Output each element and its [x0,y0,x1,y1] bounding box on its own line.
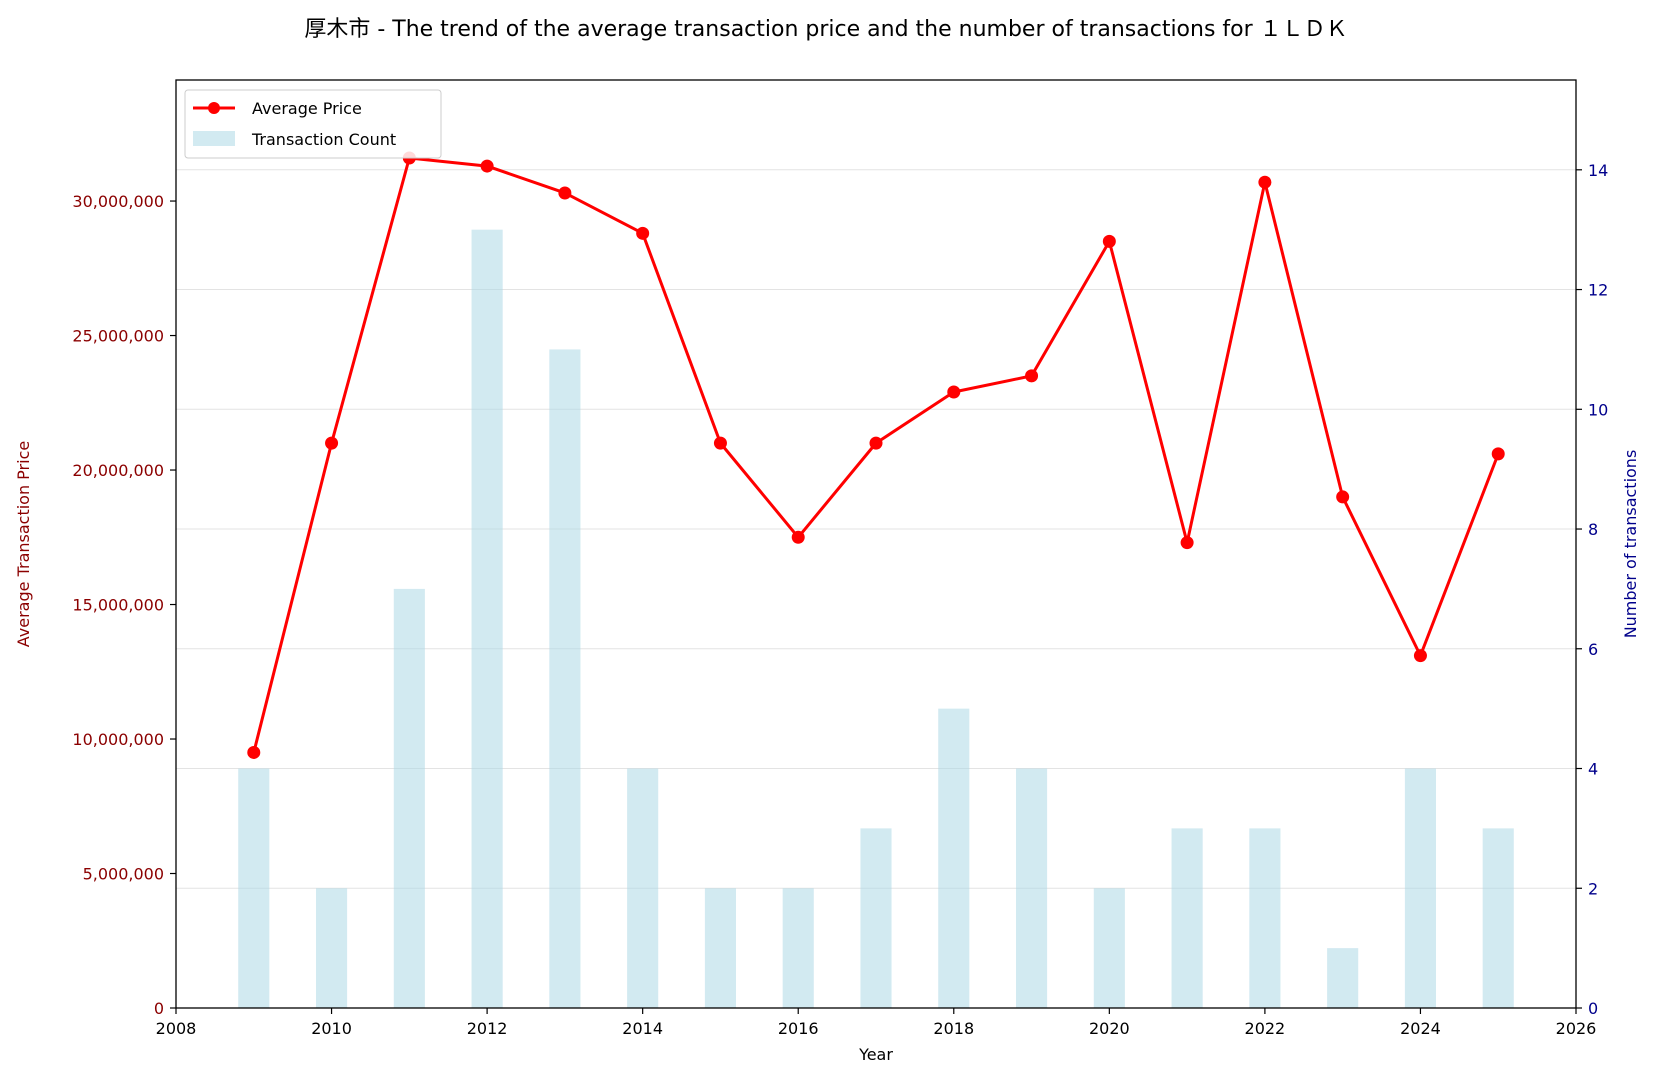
bar-2022 [1249,828,1281,1008]
yr-tick-label-3: 6 [1588,640,1598,659]
right-axis-ticks: 0 2 4 6 8 10 12 14 [1576,161,1608,1018]
yl-tick-label-3: 15,000,000 [72,596,164,615]
bar-2015 [704,888,736,1008]
yr-tick-label-4: 8 [1588,520,1598,539]
yl-tick-label-1: 5,000,000 [83,865,164,884]
bar-2010 [316,888,348,1008]
price-point-2014 [636,226,650,240]
price-point-2012 [480,159,494,173]
price-point-2019 [1025,369,1039,383]
bar-2014 [627,768,659,1008]
x-tick-label-2020: 2020 [1089,1019,1130,1038]
bar-2009 [238,768,270,1008]
price-point-2016 [791,530,805,544]
x-tick-label-2026: 2026 [1556,1019,1597,1038]
yl-tick-label-5: 25,000,000 [72,327,164,346]
price-point-2022 [1258,175,1272,189]
yr-tick-label-0: 0 [1588,999,1598,1018]
bar-2012 [471,229,503,1008]
bar-2013 [549,349,581,1009]
left-axis-label: Average Transaction Price [14,441,33,647]
bar-2023 [1327,948,1359,1008]
bar-2019 [1016,768,1048,1008]
legend: Average Price Transaction Count [184,89,442,159]
price-point-2015 [713,436,727,450]
yl-tick-label-0: 0 [154,999,164,1018]
bar-2020 [1093,888,1125,1008]
bar-2024 [1404,768,1436,1008]
legend-bar-swatch [193,131,235,146]
x-axis-label: Year [858,1045,893,1064]
bar-2017 [860,828,892,1008]
right-axis-label: Number of transactions [1621,450,1640,639]
x-tick-label-2008: 2008 [156,1019,197,1038]
legend-label-average-price: Average Price [252,99,362,118]
x-tick-label-2024: 2024 [1400,1019,1441,1038]
yl-tick-label-2: 10,000,000 [72,730,164,749]
x-axis-ticks: 2008 2010 2012 2014 2016 2018 2020 2022 2024 2026 [156,1008,1597,1038]
yr-tick-label-1: 2 [1588,879,1598,898]
yr-tick-label-5: 10 [1588,400,1608,419]
yl-tick-label-4: 20,000,000 [72,461,164,480]
price-point-2017 [869,436,883,450]
price-point-2023 [1336,490,1350,504]
legend-box [184,89,442,159]
price-point-2013 [558,186,572,200]
price-line [252,156,1500,753]
plot-frame [175,79,1577,1009]
transaction-count-bars [238,229,1514,1009]
x-tick-label-2016: 2016 [778,1019,819,1038]
bar-2025 [1482,828,1514,1008]
price-point-2010 [325,436,339,450]
price-point-2009 [247,745,261,759]
x-tick-label-2014: 2014 [622,1019,663,1038]
yr-tick-label-2: 4 [1588,760,1598,779]
yr-tick-label-7: 14 [1588,161,1608,180]
bar-2018 [938,708,970,1008]
left-axis-ticks: 0 5,000,000 10,000,000 15,000,000 20,000,000… [72,192,176,1018]
average-price-line [247,151,1505,759]
bar-2016 [782,888,814,1008]
legend-label-transaction-count: Transaction Count [251,130,396,149]
bar-2021 [1171,828,1203,1008]
price-point-2020 [1102,234,1116,248]
bar-2011 [393,588,425,1008]
x-tick-label-2022: 2022 [1245,1019,1286,1038]
price-point-2024 [1413,649,1427,663]
yl-tick-label-6: 30,000,000 [72,192,164,211]
x-tick-label-2010: 2010 [311,1019,352,1038]
chart-title: 厚木市 - The trend of the average transacti… [304,17,1347,42]
price-point-2021 [1180,536,1194,550]
price-point-2018 [947,385,961,399]
yr-tick-label-6: 12 [1588,281,1608,300]
price-point-2025 [1491,447,1505,461]
x-tick-label-2018: 2018 [933,1019,974,1038]
legend-marker-swatch [208,102,220,114]
x-tick-label-2012: 2012 [467,1019,508,1038]
